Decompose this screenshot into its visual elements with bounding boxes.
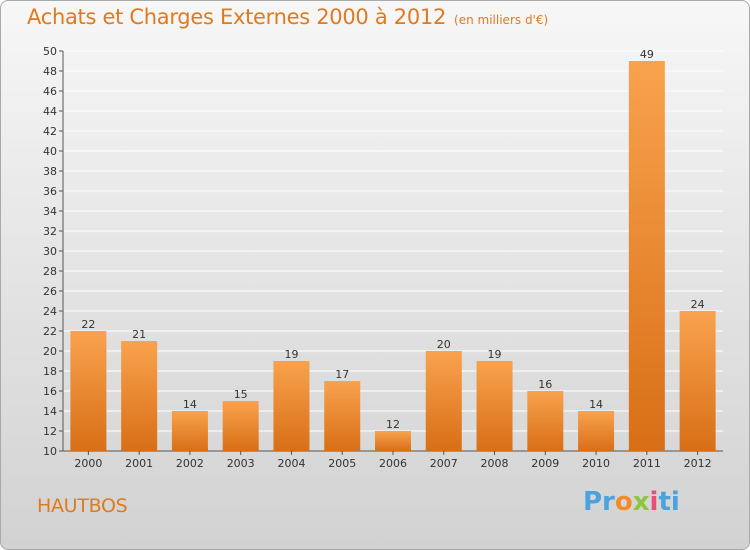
y-tick-label: 42 — [43, 125, 57, 138]
bar — [273, 361, 310, 451]
bar — [527, 391, 564, 451]
y-tick-label: 48 — [43, 65, 57, 78]
y-tick-label: 28 — [43, 265, 57, 278]
bar — [628, 61, 665, 451]
bar — [375, 431, 411, 451]
y-tick-label: 10 — [43, 445, 57, 458]
x-tick-label: 2007 — [430, 457, 458, 470]
y-tick-label: 34 — [43, 205, 57, 218]
title-block: Achats et Charges Externes 2000 à 2012 (e… — [27, 5, 548, 29]
bar — [324, 381, 361, 451]
y-tick-label: 18 — [43, 365, 57, 378]
x-tick-label: 2000 — [74, 457, 102, 470]
y-tick-label: 40 — [43, 145, 57, 158]
bar-value-label: 14 — [183, 398, 197, 411]
x-tick-label: 2009 — [531, 457, 559, 470]
bars — [70, 61, 716, 451]
y-tick-label: 12 — [43, 425, 57, 438]
y-tick-label: 24 — [43, 305, 57, 318]
x-tick-label: 2002 — [176, 457, 204, 470]
bar-value-label: 49 — [640, 48, 654, 61]
bar — [222, 401, 259, 451]
bar-value-label: 12 — [386, 418, 400, 431]
bar — [679, 311, 716, 451]
y-tick-label: 38 — [43, 165, 57, 178]
y-tick-label: 30 — [43, 245, 57, 258]
bar-value-label: 17 — [335, 368, 349, 381]
x-tick-label: 2012 — [684, 457, 712, 470]
commune-name: HAUTBOS — [37, 495, 128, 517]
x-tick-label: 2003 — [227, 457, 255, 470]
x-tick-label: 2008 — [481, 457, 509, 470]
x-tick-label: 2001 — [125, 457, 153, 470]
y-tick-label: 32 — [43, 225, 57, 238]
bar — [121, 341, 158, 451]
chart-title: Achats et Charges Externes 2000 à 2012 — [27, 5, 447, 29]
bar — [70, 331, 107, 451]
y-tick-label: 20 — [43, 345, 57, 358]
y-tick-label: 50 — [43, 45, 57, 58]
y-tick-label: 26 — [43, 285, 57, 298]
bar — [171, 411, 208, 451]
axes — [59, 50, 723, 455]
x-tick-label: 2010 — [582, 457, 610, 470]
bar — [425, 351, 462, 451]
bar-value-label: 19 — [488, 348, 502, 361]
chart-subtitle: (en milliers d'€) — [454, 13, 549, 27]
y-tick-label: 22 — [43, 325, 57, 338]
bar-value-label: 15 — [234, 388, 248, 401]
x-tick-label: 2005 — [328, 457, 356, 470]
bar-value-label: 19 — [284, 348, 298, 361]
y-tick-label: 36 — [43, 185, 57, 198]
x-tick-label: 2004 — [277, 457, 305, 470]
y-tick-label: 44 — [43, 105, 57, 118]
bar-value-label: 16 — [538, 378, 552, 391]
proxiti-logo[interactable]: Proxiti — [583, 487, 680, 517]
y-tick-label: 14 — [43, 405, 57, 418]
labels: 10 12 14 16 18 20 22 24 26 28 30 32 34 36 38 40 42 44 46 48… — [43, 45, 712, 470]
bar-value-label: 14 — [589, 398, 603, 411]
bar-value-label: 21 — [132, 328, 146, 341]
y-tick-label: 46 — [43, 85, 57, 98]
x-tick-label: 2011 — [633, 457, 661, 470]
bar — [476, 361, 513, 451]
y-tick-label: 16 — [43, 385, 57, 398]
x-tick-label: 2006 — [379, 457, 407, 470]
grid-lines — [63, 50, 723, 452]
bar-value-label: 20 — [437, 338, 451, 351]
bar-value-label: 24 — [691, 298, 705, 311]
bar — [578, 411, 615, 451]
bar-value-label: 22 — [81, 318, 95, 331]
